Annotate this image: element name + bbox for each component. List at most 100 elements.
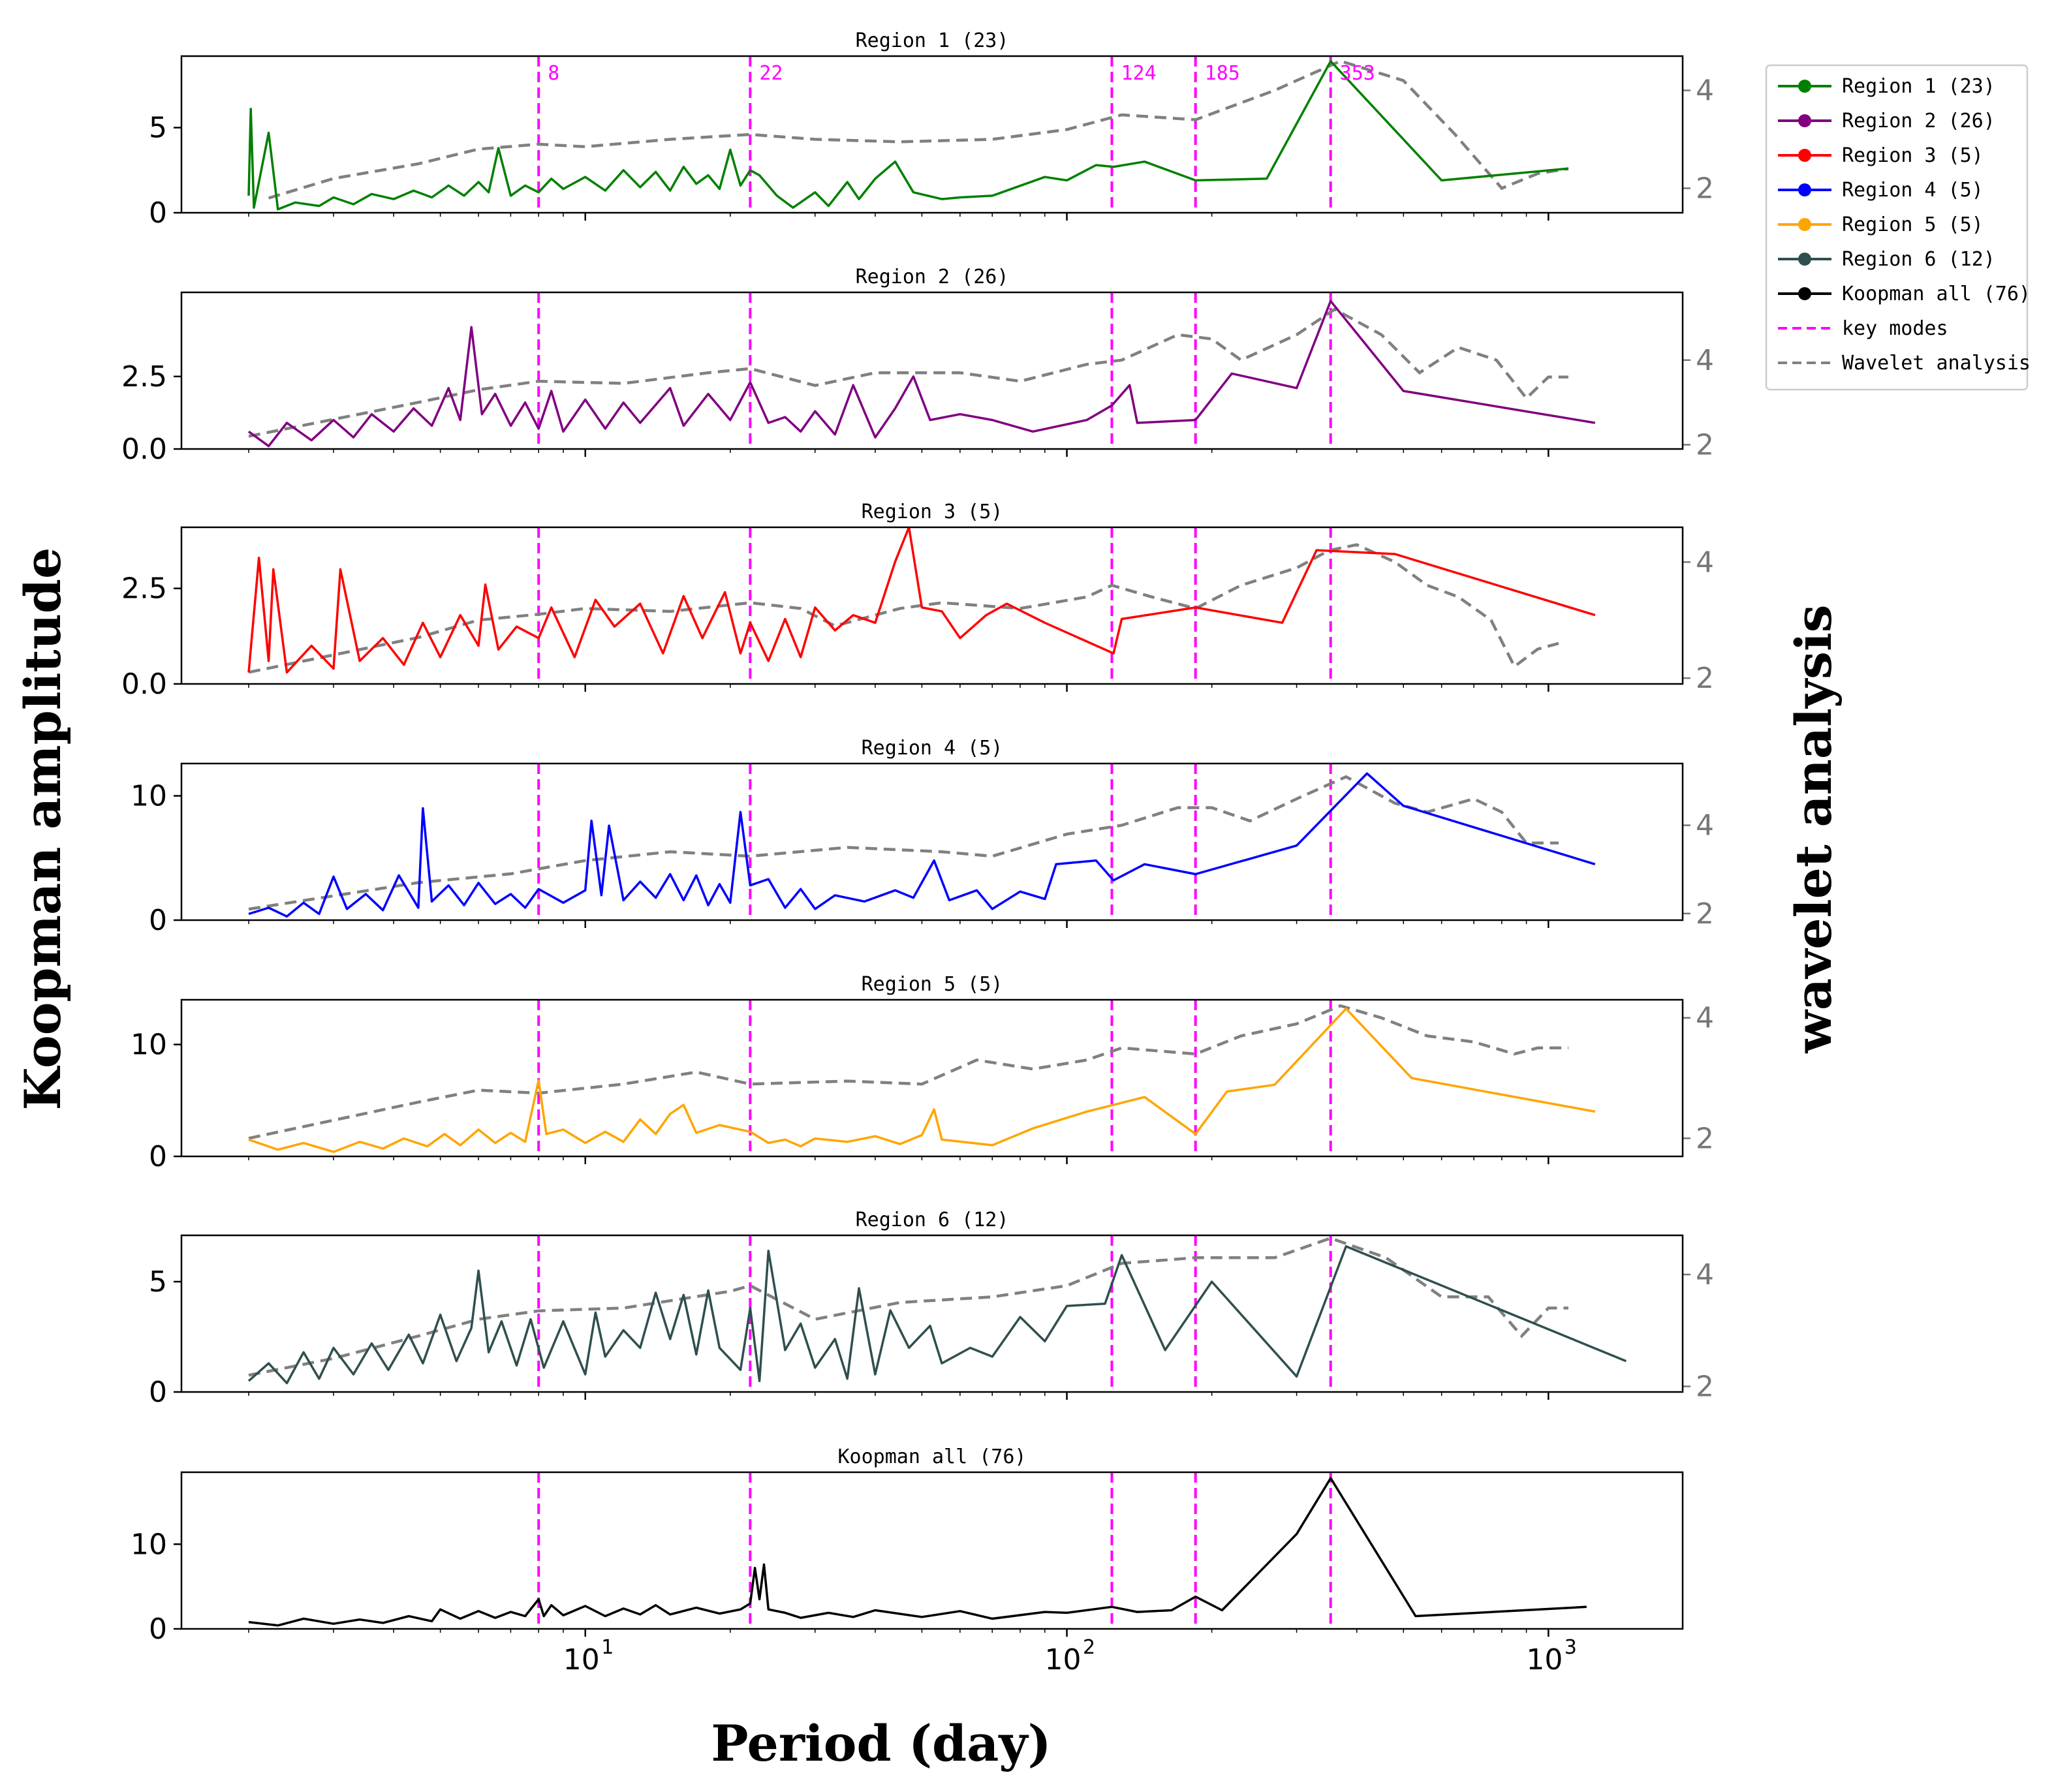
panel-frame bbox=[180, 526, 1684, 685]
koopman-series-region6 bbox=[247, 1245, 1627, 1385]
legend-item: Wavelet analysis bbox=[1778, 352, 2031, 375]
legend-marker-icon bbox=[1798, 114, 1811, 127]
wavelet-series bbox=[248, 543, 1559, 674]
right-tick-label: 2 bbox=[1696, 1122, 1714, 1155]
plot-area bbox=[247, 292, 1596, 449]
panel-frame bbox=[180, 762, 1684, 921]
legend-marker-icon bbox=[1798, 287, 1811, 300]
left-tick-label: 0 bbox=[149, 904, 167, 937]
plot-area bbox=[248, 1000, 1596, 1156]
panel-frame bbox=[180, 1471, 1684, 1630]
plot-area bbox=[248, 764, 1596, 920]
key-mode-label: 185 bbox=[1205, 62, 1240, 85]
x-tick-label: 10 bbox=[1526, 1643, 1563, 1676]
left-tick-label: 5 bbox=[149, 1265, 167, 1299]
key-mode-label: 22 bbox=[759, 62, 783, 85]
legend-label: Wavelet analysis bbox=[1842, 352, 2031, 375]
x-tick-label: 10 bbox=[1045, 1643, 1082, 1676]
legend-marker-icon bbox=[1798, 218, 1811, 231]
panel-title: Koopman all (76) bbox=[838, 1445, 1027, 1468]
panel-title: Region 1 (23) bbox=[856, 29, 1009, 52]
legend-marker-icon bbox=[1798, 253, 1811, 266]
koopman-series-region4 bbox=[248, 772, 1596, 918]
wavelet-series bbox=[248, 307, 1568, 438]
right-tick-label: 2 bbox=[1696, 429, 1714, 462]
plot-area bbox=[247, 56, 1569, 213]
legend-label: Region 5 (5) bbox=[1842, 213, 1984, 236]
panel-frame bbox=[180, 1234, 1684, 1393]
panel-frame bbox=[180, 291, 1684, 450]
x-tick-exponent: 2 bbox=[1083, 1636, 1095, 1659]
left-tick-label: 10 bbox=[131, 780, 167, 813]
legend-label: Region 2 (26) bbox=[1842, 110, 1995, 132]
left-tick-label: 2.5 bbox=[121, 360, 167, 394]
legend-marker-icon bbox=[1798, 149, 1811, 162]
panel-frame bbox=[180, 998, 1684, 1158]
plot-area bbox=[247, 527, 1596, 684]
right-tick-label: 2 bbox=[1696, 662, 1714, 695]
panel-title: Region 4 (5) bbox=[862, 737, 1003, 760]
legend-label: Region 3 (5) bbox=[1842, 144, 1984, 167]
right-tick-label: 2 bbox=[1696, 172, 1714, 206]
panel-title: Region 3 (5) bbox=[862, 501, 1003, 523]
x-tick-exponent: 1 bbox=[601, 1636, 614, 1659]
left-tick-label: 0 bbox=[149, 1376, 167, 1409]
plot-area bbox=[247, 1235, 1627, 1392]
legend-label: Koopman all (76) bbox=[1842, 283, 2031, 305]
koopman-series-region2 bbox=[247, 300, 1596, 448]
legend-item: Region 1 (23) bbox=[1778, 75, 1995, 98]
right-tick-label: 4 bbox=[1696, 809, 1714, 842]
right-tick-label: 4 bbox=[1696, 1002, 1714, 1035]
panel-region3: Region 3 (5) 2 4 0.0 2.5 bbox=[121, 501, 1714, 701]
koopman-series-all bbox=[248, 1477, 1587, 1627]
x-tick-label: 10 bbox=[563, 1643, 600, 1676]
legend-item: key modes bbox=[1778, 317, 1948, 340]
left-tick-label: 5 bbox=[149, 112, 167, 145]
legend-item: Koopman all (76) bbox=[1778, 283, 2031, 305]
koopman-series-region1 bbox=[247, 60, 1569, 211]
koopman-series-region3 bbox=[247, 527, 1596, 674]
plot-area bbox=[248, 1472, 1587, 1629]
left-tick-label: 2.5 bbox=[121, 572, 167, 606]
y-axis-label-left: Koopman amplitude bbox=[14, 548, 72, 1111]
left-tick-label: 10 bbox=[131, 1528, 167, 1561]
x-tick-exponent: 3 bbox=[1565, 1636, 1577, 1659]
legend-label: Region 1 (23) bbox=[1842, 75, 1995, 98]
legend-marker-icon bbox=[1798, 183, 1811, 196]
legend-item: Region 3 (5) bbox=[1778, 144, 1984, 167]
y-axis-label-right: wavelet analysis bbox=[1784, 604, 1843, 1053]
panel-title: Region 2 (26) bbox=[856, 266, 1009, 288]
left-tick-label: 10 bbox=[131, 1028, 167, 1062]
right-tick-label: 2 bbox=[1696, 1370, 1714, 1403]
koopman-series-region5 bbox=[248, 1007, 1596, 1153]
panel-title: Region 6 (12) bbox=[856, 1209, 1009, 1231]
legend-item: Region 6 (12) bbox=[1778, 248, 1995, 271]
legend-item: Region 2 (26) bbox=[1778, 110, 1995, 132]
wavelet-series bbox=[248, 1236, 1568, 1377]
panel-region2: Region 2 (26) 2 4 0.0 2.5 bbox=[121, 266, 1714, 466]
panel-title: Region 5 (5) bbox=[862, 973, 1003, 996]
wavelet-series bbox=[268, 59, 1569, 200]
x-axis-label: Period (day) bbox=[711, 1714, 1051, 1772]
left-tick-label: 0 bbox=[149, 196, 167, 230]
legend-label: key modes bbox=[1842, 317, 1948, 340]
panel-region4: Region 4 (5) 2 4 0 10 bbox=[131, 737, 1714, 937]
right-tick-label: 2 bbox=[1696, 897, 1714, 931]
panel-frame bbox=[180, 55, 1684, 214]
right-tick-label: 4 bbox=[1696, 1258, 1714, 1291]
key-mode-label: 124 bbox=[1121, 62, 1156, 85]
left-tick-label: 0.0 bbox=[121, 668, 167, 701]
panel-region5: Region 5 (5) 2 4 0 10 bbox=[131, 973, 1714, 1173]
legend-label: Region 6 (12) bbox=[1842, 248, 1995, 271]
legend-label: Region 4 (5) bbox=[1842, 179, 1984, 202]
wavelet-series bbox=[248, 1004, 1568, 1140]
panel-region1: Region 1 (23) 2 4 8 22 124 185 353 0 5 bbox=[149, 29, 1714, 230]
right-tick-label: 4 bbox=[1696, 546, 1714, 579]
legend-item: Region 4 (5) bbox=[1778, 179, 1984, 202]
wavelet-series bbox=[248, 775, 1559, 911]
left-tick-label: 0.0 bbox=[121, 433, 167, 466]
legend-marker-icon bbox=[1798, 80, 1811, 93]
